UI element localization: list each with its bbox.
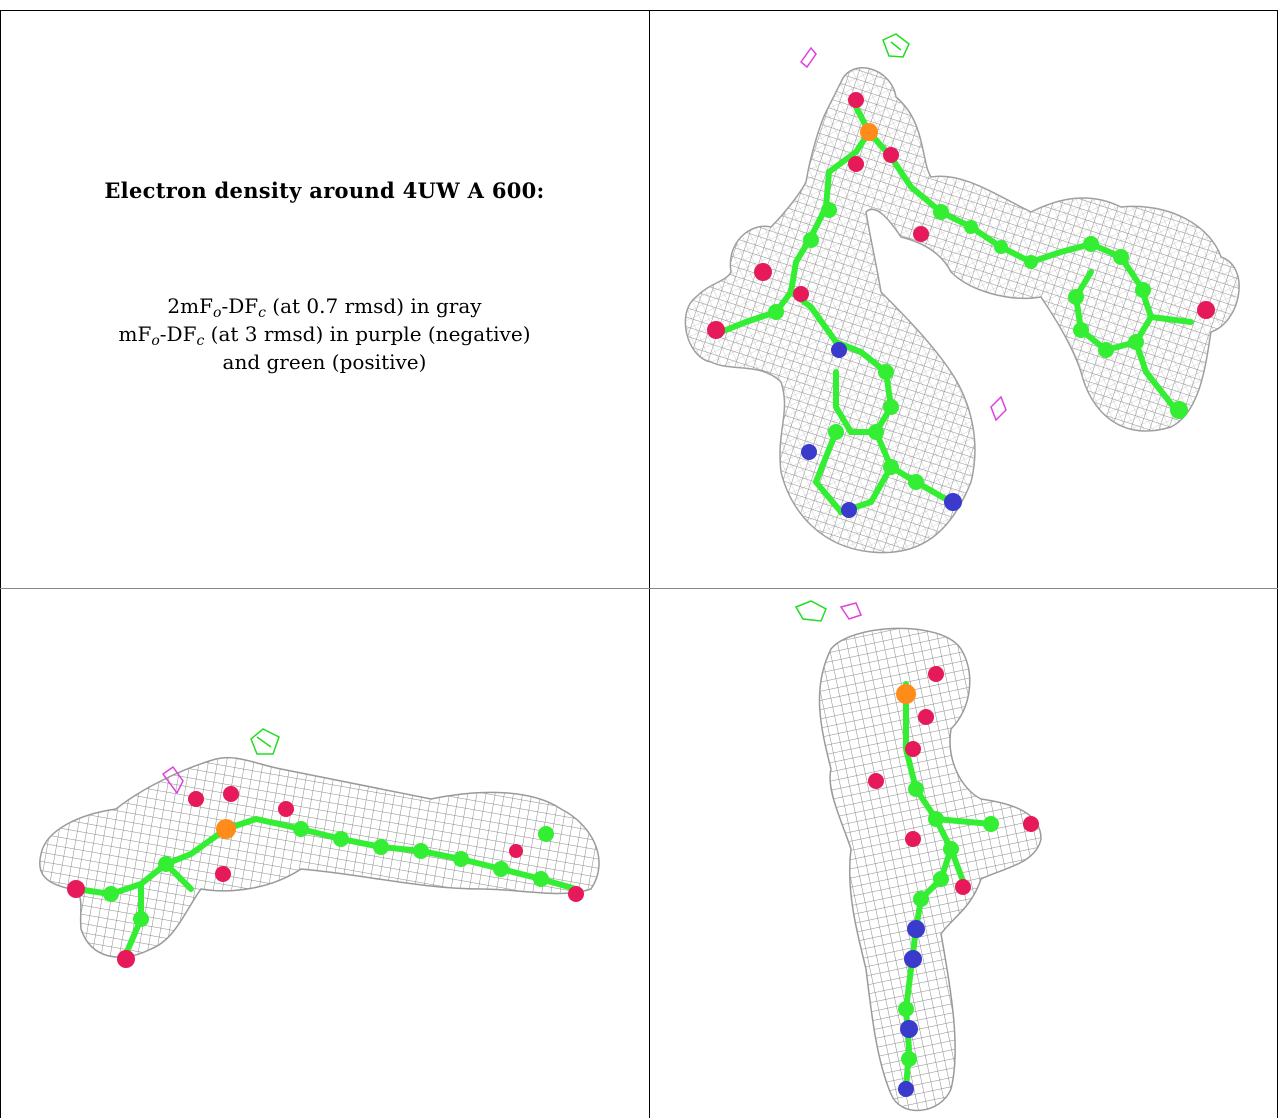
density-view-top-right	[651, 12, 1277, 587]
caption-legend: 2mFo-DFc (at 0.7 rmsd) in gray mFo-DFc (…	[0, 292, 649, 376]
phosphate	[860, 123, 878, 141]
oxygen-atoms	[707, 92, 1215, 339]
carbon-atoms	[768, 202, 1188, 490]
positive-density	[250, 728, 280, 755]
border-top	[0, 10, 1278, 11]
density-svg-bottom-right	[794, 600, 1042, 1111]
border-left	[0, 10, 1, 1118]
phosphate	[216, 819, 236, 839]
density-view-bottom-left	[1, 589, 649, 1118]
nitrogen-atoms	[898, 920, 925, 1097]
negative-density	[161, 765, 184, 795]
negative-density	[839, 602, 863, 620]
nitrogen-atoms	[801, 342, 962, 518]
carbon-atoms	[103, 821, 554, 927]
density-mesh	[684, 67, 1240, 554]
caption-title: Electron density around 4UW A 600:	[104, 178, 545, 203]
density-mesh	[818, 627, 1042, 1111]
density-view-bottom-right	[651, 589, 1277, 1118]
negative-density	[799, 46, 1007, 422]
positive-density	[882, 33, 910, 58]
border-middle-vertical	[649, 10, 650, 1118]
positive-density	[794, 600, 827, 622]
caption-cell: Electron density around 4UW A 600: 2mFo-…	[0, 10, 649, 588]
density-svg-top-right	[684, 33, 1240, 554]
border-middle-horizontal	[0, 588, 1278, 589]
carbon-atoms	[898, 781, 999, 1067]
legend-line-fo-fc: mFo-DFc (at 3 rmsd) in purple (negative)	[118, 322, 531, 349]
legend-line-positive: and green (positive)	[222, 350, 427, 374]
density-svg-bottom-left	[39, 728, 600, 968]
legend-line-2fo-fc: 2mFo-DFc (at 0.7 rmsd) in gray	[167, 294, 482, 321]
oxygen-atoms	[67, 786, 584, 968]
phosphate	[896, 684, 916, 704]
oxygen-atoms	[868, 666, 1039, 895]
